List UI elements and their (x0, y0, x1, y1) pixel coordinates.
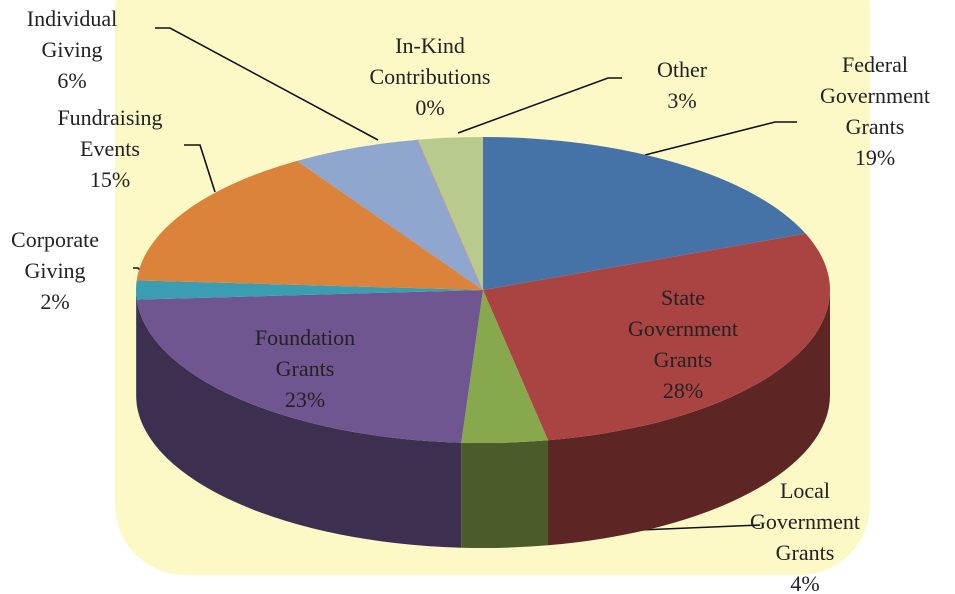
pie-slice (136, 160, 483, 290)
category-label: In-Kind Contributions (369, 33, 490, 89)
pie-slice-side (461, 440, 549, 548)
value-label: 15% (90, 167, 130, 192)
pie-slice (136, 280, 483, 300)
pie-slice (417, 137, 483, 290)
value-label: 3% (667, 88, 696, 113)
pie-slice (483, 137, 806, 290)
value-label: 28% (663, 378, 703, 403)
pie-slice-side (548, 290, 830, 546)
category-label: State Government Grants (628, 285, 738, 372)
category-label: Other (657, 57, 708, 82)
pie-slice (483, 233, 831, 441)
pie-slice (461, 290, 549, 443)
pie-sides (136, 290, 830, 548)
value-label: 19% (855, 145, 895, 170)
pie-tops (136, 137, 831, 443)
category-label: Individual Giving (27, 6, 117, 62)
pie-slice-side (136, 290, 137, 405)
category-label: Local Government Grants (750, 478, 860, 565)
pie-slice (297, 139, 483, 290)
value-label: 23% (285, 387, 325, 412)
value-label: 6% (57, 68, 86, 93)
value-label: 0% (415, 95, 444, 120)
value-label: 4% (790, 571, 819, 594)
pie-slice-side (136, 299, 462, 548)
value-label: 2% (40, 289, 69, 314)
category-label: Corporate Giving (11, 227, 99, 283)
pie-slice (136, 290, 483, 443)
category-label: Federal Government Grants (820, 52, 930, 139)
category-label: Fundraising Events (57, 105, 162, 161)
category-label: Foundation Grants (255, 325, 355, 381)
